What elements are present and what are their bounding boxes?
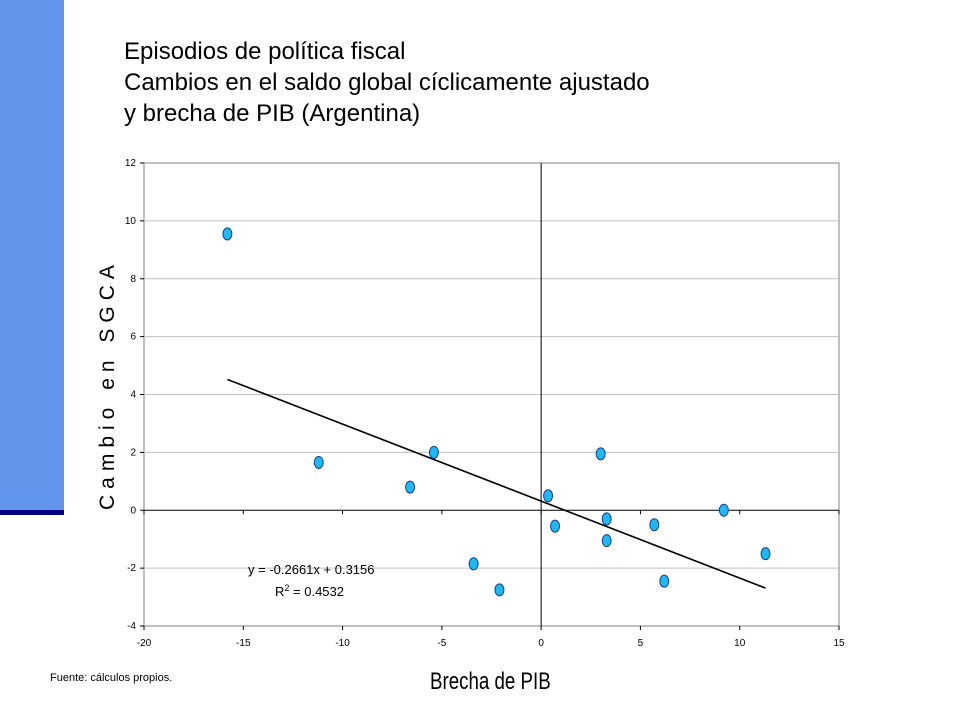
y-tick-label: 8 <box>130 274 136 285</box>
title-line-3: y brecha de PIB (Argentina) <box>124 100 421 127</box>
slide-title: Episodios de política fiscal Cambios en … <box>124 36 650 129</box>
trendline-path <box>227 378 766 589</box>
r-squared-value: = 0.4532 <box>289 584 344 599</box>
title-line-1: Episodios de política fiscal <box>124 38 406 65</box>
grid-lines <box>143 162 840 627</box>
scatter-point <box>659 574 670 588</box>
x-tick-label: -5 <box>437 638 446 649</box>
scatter-point <box>543 489 554 503</box>
sidebar-accent-bar <box>0 0 64 510</box>
x-tick-label: -10 <box>335 638 350 649</box>
x-axis-label: Brecha de PIB <box>430 668 551 695</box>
x-tick-label: 10 <box>734 638 746 649</box>
x-tick-label: 15 <box>833 638 845 649</box>
r-squared-label: R2 = 0.4532 <box>275 583 344 599</box>
source-note: Fuente: cálculos propios. <box>50 672 173 684</box>
scatter-point <box>760 547 771 561</box>
x-tick-label: 5 <box>638 638 644 649</box>
r-squared-prefix: R <box>275 584 284 599</box>
scatter-point <box>649 518 660 532</box>
scatter-point <box>550 519 561 533</box>
x-tick-label: -20 <box>137 638 152 649</box>
scatter-point <box>313 456 324 470</box>
scatter-point <box>601 534 612 548</box>
title-line-2: Cambios en el saldo global cíclicamente … <box>124 69 650 96</box>
y-tick-label: 2 <box>130 447 136 458</box>
trendline <box>227 378 766 589</box>
y-tick-label: 12 <box>125 158 137 169</box>
y-tick-label: 10 <box>125 216 137 227</box>
scatter-point <box>405 480 416 494</box>
scatter-point <box>494 583 505 597</box>
y-axis-label: Cambio en SGCA <box>96 259 119 510</box>
y-tick-label: -4 <box>127 621 136 632</box>
r-squared-superscript: 2 <box>284 583 289 593</box>
y-tick-label: 4 <box>130 390 136 401</box>
scatter-point <box>428 445 439 459</box>
scatter-point <box>222 227 233 241</box>
y-tick-label: 0 <box>130 505 136 516</box>
x-tick-label: -15 <box>236 638 251 649</box>
x-tick-label: 0 <box>538 638 544 649</box>
sidebar-accent-underline <box>0 510 64 515</box>
y-tick-label: 6 <box>130 332 136 343</box>
data-points <box>222 227 771 597</box>
y-tick-label: -2 <box>127 563 136 574</box>
trend-equation-label: y = -0.2661x + 0.3156 <box>248 562 374 577</box>
scatter-point <box>601 512 612 526</box>
scatter-point <box>595 447 606 461</box>
scatter-point <box>468 557 479 571</box>
scatter-point <box>718 503 729 517</box>
axes <box>140 162 840 630</box>
